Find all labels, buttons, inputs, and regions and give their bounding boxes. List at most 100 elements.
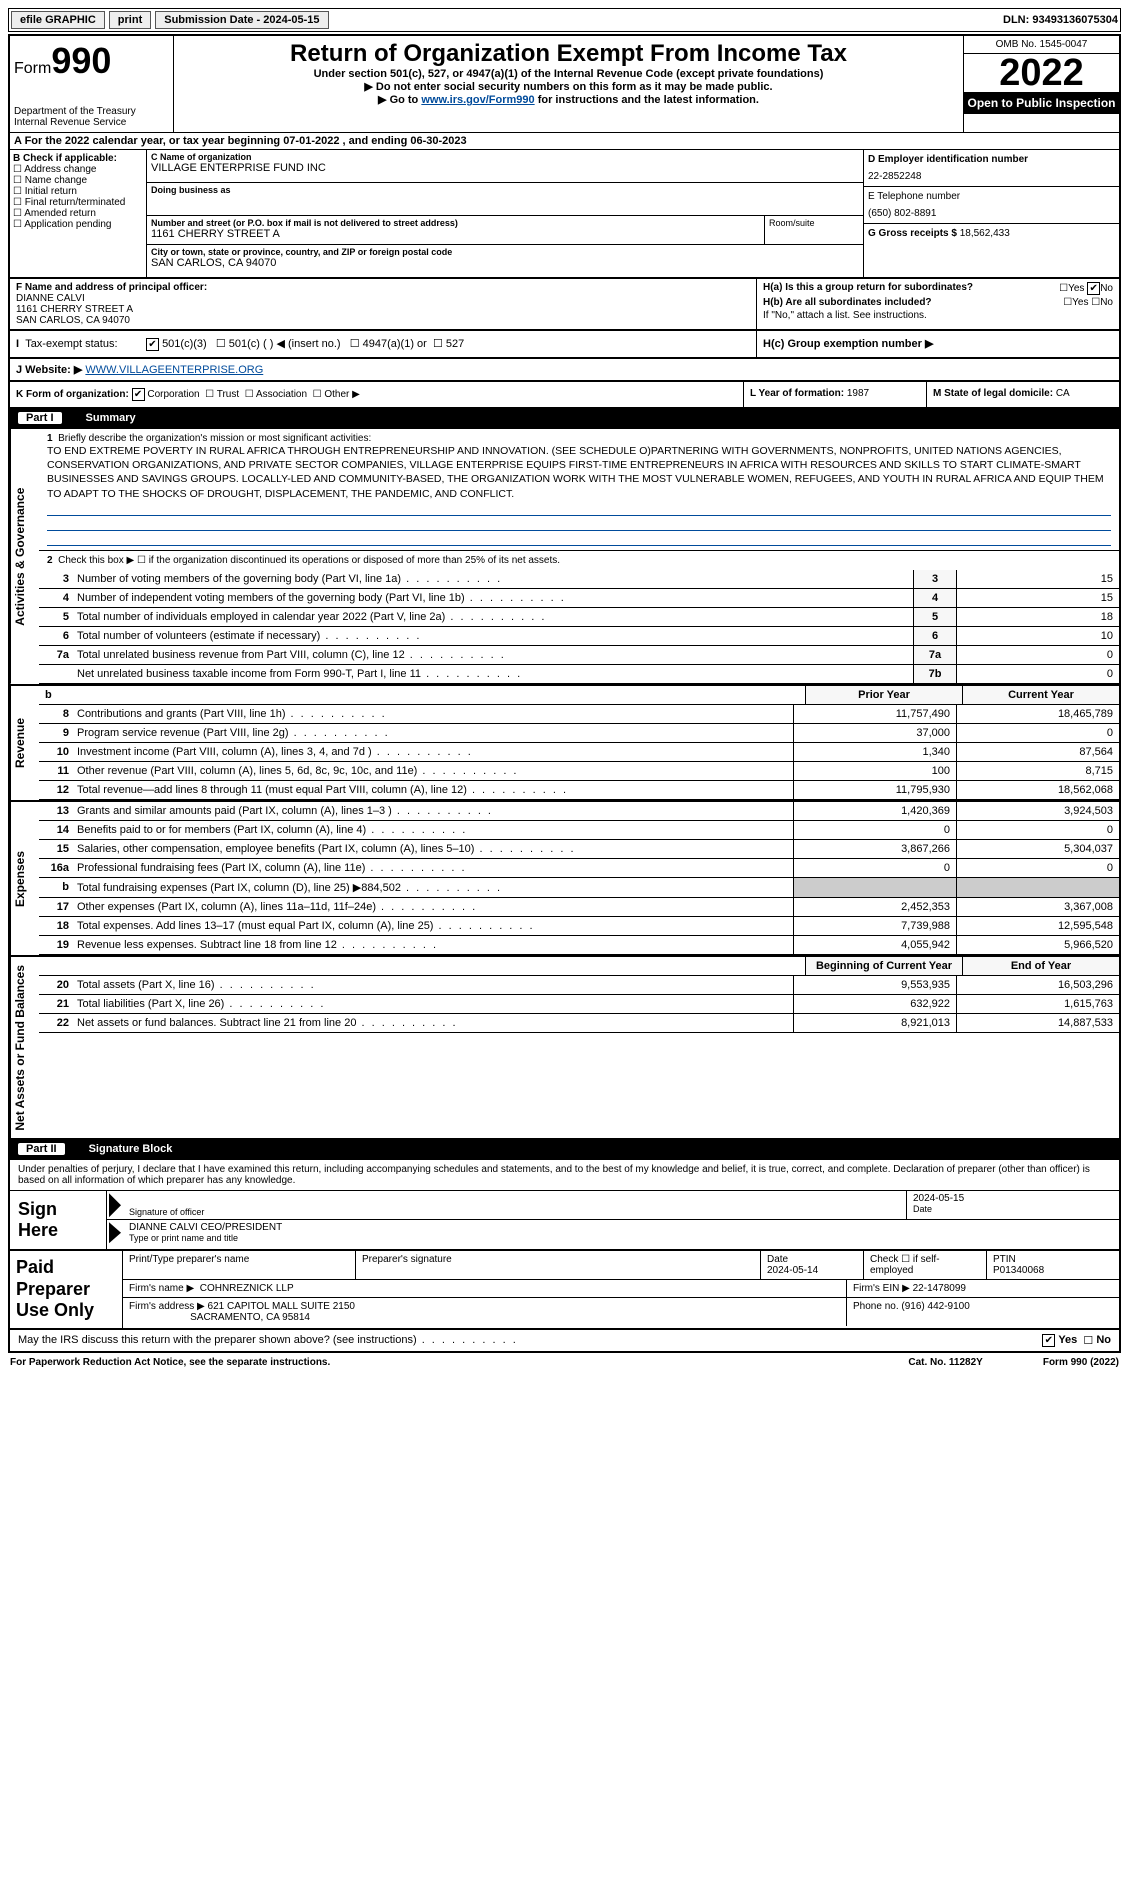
governance-section: Activities & Governance 1 Briefly descri… [8,429,1121,686]
pp-name-label: Print/Type preparer's name [129,1254,249,1265]
table-row: 12Total revenue—add lines 8 through 11 (… [39,781,1119,800]
suite-label: Room/suite [765,216,863,244]
sign-here-label: Sign Here [10,1191,107,1249]
chk-address-change[interactable]: Address change [13,164,143,175]
ha-label: H(a) Is this a group return for subordin… [763,282,973,293]
mission-text: TO END EXTREME POVERTY IN RURAL AFRICA T… [47,444,1111,501]
firm-addr-label: Firm's address ▶ [129,1301,205,1312]
firm-ein-label: Firm's EIN ▶ [853,1283,910,1294]
table-row: 20Total assets (Part X, line 16)9,553,93… [39,976,1119,995]
revenue-section: Revenue b Prior Year Current Year 8Contr… [8,686,1121,802]
chk-final-return[interactable]: Final return/terminated [13,197,143,208]
officer-group-row: F Name and address of principal officer:… [8,279,1121,331]
chk-corporation[interactable] [132,388,145,401]
org-form-row: K Form of organization: Corporation ☐ Tr… [8,382,1121,409]
ein-label: D Employer identification number [868,154,1115,165]
table-row: 9Program service revenue (Part VIII, lin… [39,724,1119,743]
yes-label: Yes [1058,1334,1077,1347]
mission-label: Briefly describe the organization's miss… [58,433,371,444]
vtab-revenue: Revenue [10,686,39,800]
firm-addr1: 621 CAPITOL MALL SUITE 2150 [208,1301,355,1312]
table-row: 13Grants and similar amounts paid (Part … [39,802,1119,821]
opt-4947a1: 4947(a)(1) or [363,338,427,350]
irs-link[interactable]: www.irs.gov/Form990 [421,94,534,106]
form-title: Return of Organization Exempt From Incom… [182,40,955,68]
submission-date: Submission Date - 2024-05-15 [155,11,328,29]
pp-date-label: Date [767,1254,788,1265]
hb-note: If "No," attach a list. See instructions… [763,310,1113,321]
table-row: 18Total expenses. Add lines 13–17 (must … [39,917,1119,936]
expenses-section: Expenses 13Grants and similar amounts pa… [8,802,1121,957]
table-row: 7aTotal unrelated business revenue from … [39,646,1119,665]
form-of-org-label: K Form of organization: [16,389,129,400]
firm-phone: (916) 442-9100 [901,1301,969,1312]
org-name: VILLAGE ENTERPRISE FUND INC [151,162,859,174]
table-row: 11Other revenue (Part VIII, column (A), … [39,762,1119,781]
city-value: SAN CARLOS, CA 94070 [151,257,859,269]
phone-label: E Telephone number [868,191,1115,202]
firm-phone-label: Phone no. [853,1301,899,1312]
discuss-yes-checked [1042,1334,1055,1347]
domicile-label: M State of legal domicile: [933,388,1053,399]
year-formation-label: L Year of formation: [750,388,844,399]
website-row: J Website: ▶ WWW.VILLAGEENTERPRISE.ORG [8,359,1121,382]
dln: DLN: 93493136075304 [1003,14,1118,26]
netassets-section: Net Assets or Fund Balances Beginning of… [8,957,1121,1141]
street-label: Number and street (or P.O. box if mail i… [151,218,760,228]
hb-label: H(b) Are all subordinates included? [763,297,932,308]
form-label: Form [14,60,51,77]
table-row: 16aProfessional fundraising fees (Part I… [39,859,1119,878]
table-row: 10Investment income (Part VIII, column (… [39,743,1119,762]
efile-badge: efile GRAPHIC [11,11,105,29]
year-formation-value: 1987 [847,388,869,399]
chk-amended-return[interactable]: Amended return [13,208,143,219]
table-row: 22Net assets or fund balances. Subtract … [39,1014,1119,1033]
street-value: 1161 CHERRY STREET A [151,228,760,240]
sig-date-label: Date [913,1204,1113,1214]
website-link[interactable]: WWW.VILLAGEENTERPRISE.ORG [85,364,263,376]
signature-block: Under penalties of perjury, I declare th… [8,1160,1121,1251]
goto-post: for instructions and the latest informat… [538,94,759,106]
officer-addr2: SAN CARLOS, CA 94070 [16,315,130,326]
table-row: 5Total number of individuals employed in… [39,608,1119,627]
table-row: bTotal fundraising expenses (Part IX, co… [39,878,1119,898]
vtab-netassets: Net Assets or Fund Balances [10,957,39,1139]
dept-label: Department of the Treasury [14,106,169,117]
firm-name-label: Firm's name ▶ [129,1283,194,1294]
tax-status-row: I Tax-exempt status: 501(c)(3) ☐ 501(c) … [8,331,1121,359]
paid-preparer-block: Paid Preparer Use Only Print/Type prepar… [8,1251,1121,1330]
opt-527: 527 [446,338,464,350]
domicile-value: CA [1056,388,1070,399]
discuss-text: May the IRS discuss this return with the… [18,1334,518,1347]
form-header: Form990 Department of the Treasury Inter… [8,34,1121,132]
pp-self-employed: Check ☐ if self-employed [870,1254,940,1276]
dba-label: Doing business as [151,185,859,195]
col-end-year: End of Year [962,957,1119,975]
no-label: No [1096,1334,1111,1347]
footer-form: Form 990 (2022) [1043,1357,1119,1368]
city-label: City or town, state or province, country… [151,247,859,257]
tax-year: 2022 [964,54,1119,92]
chk-initial-return[interactable]: Initial return [13,186,143,197]
chk-application-pending[interactable]: Application pending [13,219,143,230]
hc-label: H(c) Group exemption number ▶ [763,338,933,350]
chk-501c3[interactable] [146,338,159,351]
print-button[interactable]: print [109,11,151,29]
arrow-icon [109,1222,121,1243]
opt-association: Association [256,389,307,400]
part2-header: Part II Signature Block [8,1140,1121,1160]
opt-trust: Trust [217,389,239,400]
firm-ein: 22-1478099 [913,1283,966,1294]
gross-receipts-value: 18,562,433 [960,228,1010,239]
table-row: 21Total liabilities (Part X, line 26)632… [39,995,1119,1014]
form-number: 990 [51,40,111,81]
table-row: 8Contributions and grants (Part VIII, li… [39,705,1119,724]
paid-preparer-label: Paid Preparer Use Only [10,1251,123,1328]
chk-name-change[interactable]: Name change [13,175,143,186]
website-label: J Website: ▶ [16,364,82,376]
form-footer: For Paperwork Reduction Act Notice, see … [8,1353,1121,1372]
table-row: 15Salaries, other compensation, employee… [39,840,1119,859]
vtab-expenses: Expenses [10,802,39,955]
typed-name-label: Type or print name and title [129,1233,1113,1243]
table-row: 6Total number of volunteers (estimate if… [39,627,1119,646]
